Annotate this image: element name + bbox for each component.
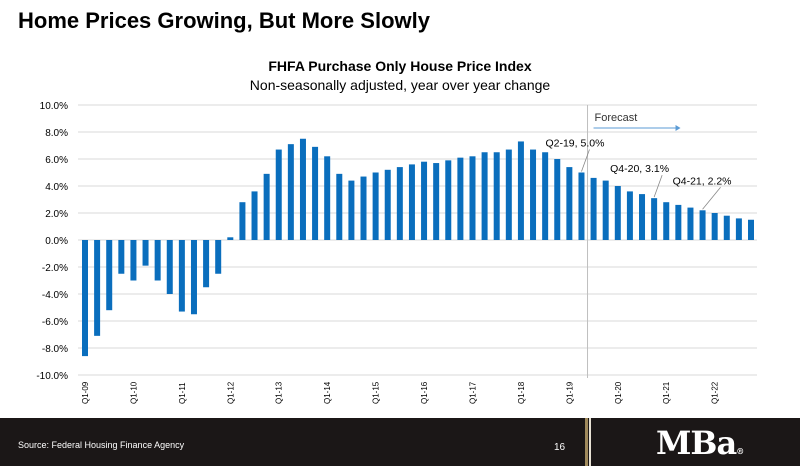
bar-Q3-21 <box>687 207 694 240</box>
bar-Q3-15 <box>396 167 403 240</box>
annotation-label: Q4-20, 3.1% <box>610 163 669 175</box>
bar-Q1-16 <box>421 161 428 240</box>
x-tick-label: Q1-15 <box>372 381 381 404</box>
bar-Q4-20 <box>651 198 658 240</box>
y-tick-label: 6.0% <box>45 155 68 166</box>
bar-Q4-17 <box>505 149 512 240</box>
bar-Q3-19 <box>590 177 597 240</box>
bar-Q2-20 <box>626 191 633 240</box>
bar-Q3-16 <box>445 160 452 240</box>
bar-Q3-20 <box>639 194 646 240</box>
bar-Q2-15 <box>384 169 391 240</box>
chart-title: FHFA Purchase Only House Price Index <box>268 58 532 74</box>
footer: Source: Federal Housing Finance Agency 1… <box>0 418 800 466</box>
bar-Q1-15 <box>372 172 379 240</box>
bar-Q1-22 <box>711 213 718 240</box>
x-tick-label: Q1-11 <box>178 382 187 404</box>
bar-Q1-13 <box>275 149 282 240</box>
y-tick-label: -2.0% <box>42 263 68 274</box>
y-tick-label: -6.0% <box>42 317 68 328</box>
bar-Q3-17 <box>493 152 500 240</box>
bar-Q3-22 <box>735 218 742 240</box>
bar-Q4-19 <box>602 180 609 240</box>
bar-Q4-10 <box>166 240 173 294</box>
bar-Q2-18 <box>530 149 537 240</box>
bar-Q1-12 <box>227 237 234 240</box>
x-tick-label: Q1-12 <box>226 381 235 404</box>
bar-Q1-18 <box>517 141 524 240</box>
bar-Q4-18 <box>554 159 561 240</box>
slide-title: Home Prices Growing, But More Slowly <box>18 8 430 33</box>
bar-Q2-16 <box>433 163 440 240</box>
footer-stripe-light <box>589 418 591 466</box>
bar-Q4-16 <box>457 157 464 240</box>
bar-Q1-21 <box>663 202 670 240</box>
bar-Q1-10 <box>130 240 137 281</box>
bar-Q1-11 <box>178 240 185 312</box>
bar-Q2-12 <box>239 202 246 240</box>
bar-Q2-13 <box>287 144 294 240</box>
x-tick-label: Q1-22 <box>711 381 720 404</box>
bar-Q4-22 <box>748 219 754 240</box>
bar-Q3-14 <box>348 180 355 240</box>
bar-Q2-22 <box>723 215 730 240</box>
x-tick-label: Q1-17 <box>468 381 477 404</box>
bar-Q1-20 <box>614 186 621 240</box>
page-number: 16 <box>554 442 566 453</box>
y-tick-label: -4.0% <box>42 290 68 301</box>
annotation-leader <box>581 149 590 172</box>
annotation-leader <box>653 175 663 198</box>
forecast-arrow-head <box>675 125 681 131</box>
bar-Q2-11 <box>190 240 197 315</box>
annotation-label: Q2-19, 5.0% <box>545 138 604 150</box>
bar-Q3-09 <box>106 240 113 311</box>
bar-Q4-11 <box>215 240 222 274</box>
bar-Q4-12 <box>263 173 270 240</box>
x-tick-label: Q1-10 <box>129 381 138 404</box>
y-tick-label: 4.0% <box>45 182 68 193</box>
bar-Q3-11 <box>203 240 210 288</box>
y-tick-label: 0.0% <box>45 236 68 247</box>
mba-logo: MBa® <box>656 424 744 462</box>
bar-Q3-13 <box>299 138 306 240</box>
annotation-label: Q4-21, 2.2% <box>673 175 732 187</box>
x-tick-label: Q1-20 <box>614 381 623 404</box>
bar-Q3-10 <box>154 240 161 281</box>
annotation-leader <box>702 187 721 210</box>
bar-Q1-19 <box>566 167 573 240</box>
y-tick-label: 2.0% <box>45 209 68 220</box>
x-tick-label: Q1-16 <box>420 381 429 404</box>
footer-stripe <box>585 418 588 466</box>
x-tick-label: Q1-19 <box>565 381 574 404</box>
y-tick-label: 10.0% <box>40 101 68 112</box>
bar-Q4-15 <box>408 164 415 240</box>
chart-subtitle: Non-seasonally adjusted, year over year … <box>249 77 551 93</box>
bar-Q1-09 <box>82 240 88 357</box>
bar-chart: -10.0% -8.0% -6.0% -4.0% -2.0% 0.0% 2.0% 4.0% 6.… <box>36 101 757 404</box>
bar-Q2-21 <box>675 204 682 240</box>
x-tick-label: Q1-18 <box>517 381 526 404</box>
y-tick-label: 8.0% <box>45 128 68 139</box>
y-tick-label: -10.0% <box>36 371 68 382</box>
bar-Q4-14 <box>360 176 367 240</box>
bar-Q4-09 <box>118 240 125 274</box>
bar-Q4-13 <box>312 146 319 240</box>
bar-Q1-14 <box>324 156 331 240</box>
bar-Q2-19 <box>578 172 585 240</box>
x-tick-label: Q1-13 <box>275 381 284 404</box>
bar-Q3-12 <box>251 191 258 240</box>
x-tick-label: Q1-14 <box>323 381 332 404</box>
x-tick-label: Q1-09 <box>81 381 90 404</box>
bar-Q2-14 <box>336 173 343 240</box>
bar-Q3-18 <box>542 152 549 240</box>
bar-Q4-21 <box>699 210 706 240</box>
forecast-label: Forecast <box>595 112 638 124</box>
x-tick-label: Q1-21 <box>662 381 671 404</box>
bar-Q2-10 <box>142 240 149 266</box>
bar-Q2-09 <box>94 240 101 336</box>
bar-Q2-17 <box>481 152 488 240</box>
bar-Q1-17 <box>469 156 476 240</box>
y-tick-label: -8.0% <box>42 344 68 355</box>
source-note: Source: Federal Housing Finance Agency <box>18 440 185 450</box>
